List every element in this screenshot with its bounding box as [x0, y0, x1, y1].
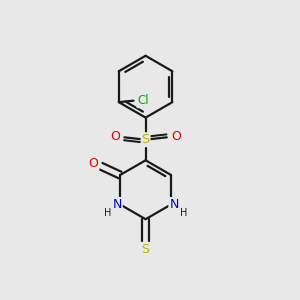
Text: O: O	[110, 130, 120, 143]
Text: N: N	[169, 198, 179, 211]
Text: N: N	[112, 198, 122, 211]
Text: S: S	[142, 243, 150, 256]
Text: H: H	[104, 208, 111, 218]
Text: H: H	[180, 208, 187, 218]
Text: O: O	[88, 157, 98, 170]
Text: S: S	[142, 133, 150, 146]
Text: Cl: Cl	[137, 94, 149, 107]
Text: O: O	[171, 130, 181, 143]
